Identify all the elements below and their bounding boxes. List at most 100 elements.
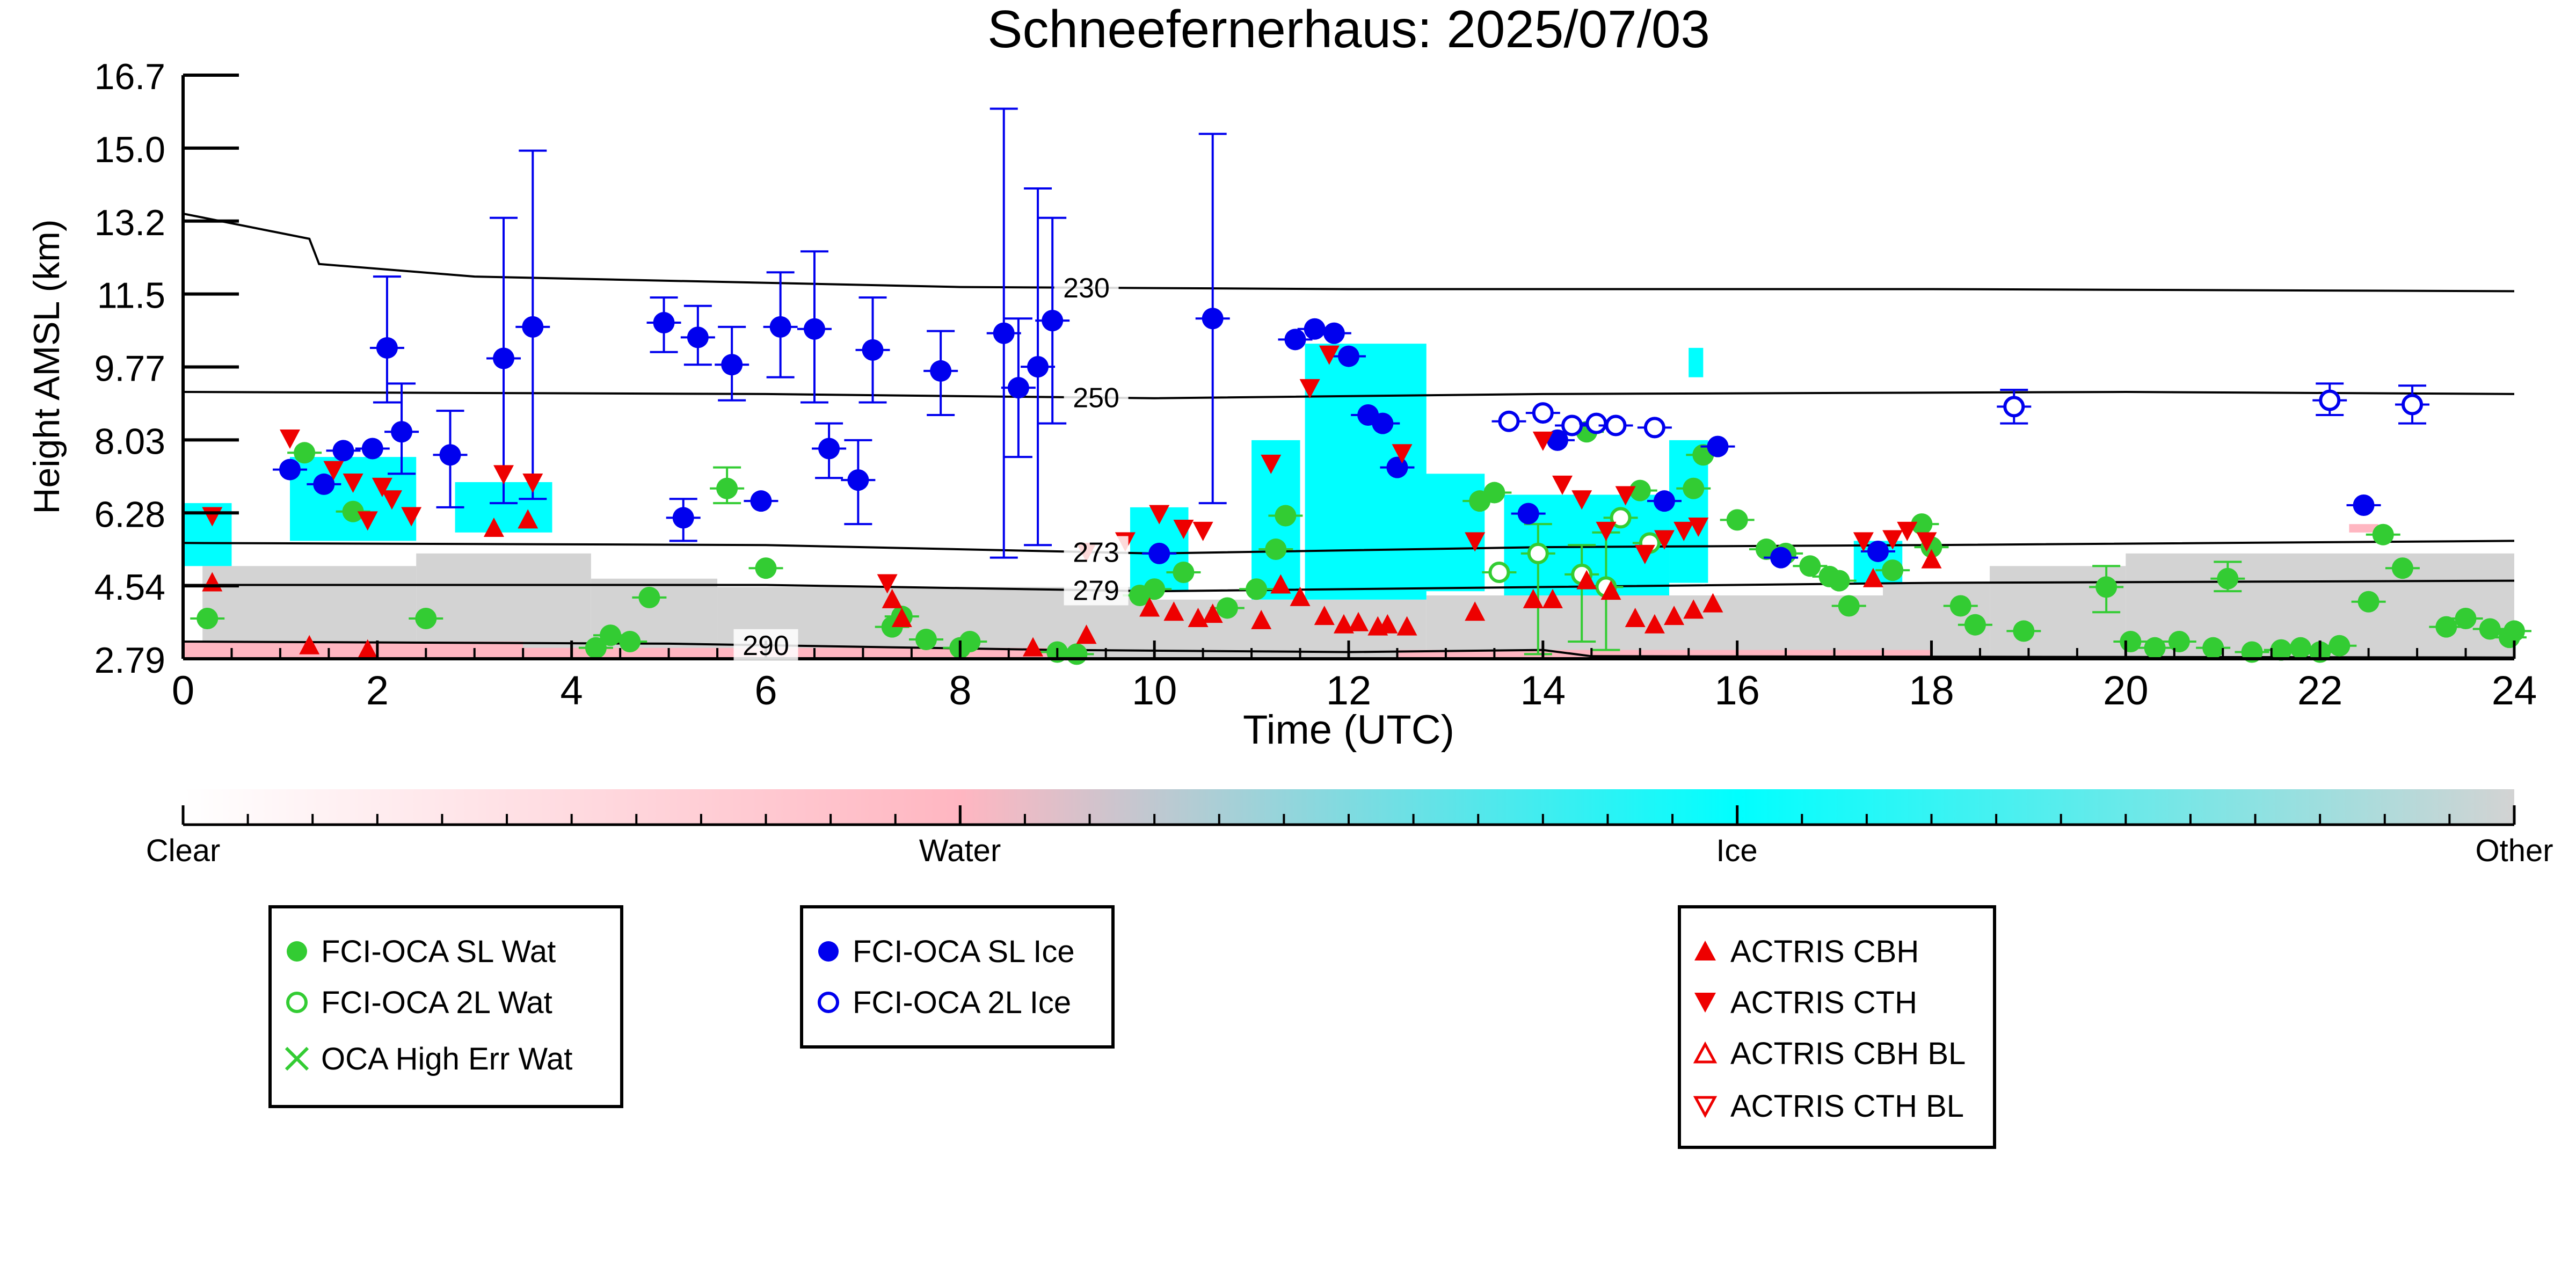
fci-oca-sl-wat-point — [638, 586, 660, 608]
legend-sl-ice-label: FCI-OCA SL Ice — [853, 934, 1075, 969]
fci-oca-sl-ice-point — [687, 326, 709, 348]
actris-cth-point — [1173, 519, 1194, 539]
actris-cbh-point — [1644, 614, 1665, 634]
legend-water-box — [268, 905, 623, 1108]
fci-oca-sl-wat-point — [1275, 505, 1297, 527]
actris-cth-point — [1596, 521, 1617, 541]
x-tick-label: 18 — [1909, 668, 1954, 714]
actris-cth-point — [493, 465, 514, 485]
legend-cbh-label: ACTRIS CBH — [1730, 934, 1919, 969]
x-tick-label: 20 — [2103, 668, 2149, 714]
fci-oca-sl-ice-point — [672, 507, 694, 529]
fci-oca-sl-ice-point — [1372, 412, 1394, 434]
fci-oca-sl-wat-point — [915, 629, 937, 651]
actris-cbh-point — [1202, 603, 1223, 623]
actris-cbh-point — [518, 509, 539, 529]
x-tick-label: 24 — [2492, 668, 2537, 714]
x-ticks: 0 2 4 6 8 10 12 14 16 18 20 22 24 — [172, 641, 2537, 714]
actris-cbh-point — [1862, 567, 1883, 587]
fci-oca-sl-ice-point — [439, 444, 461, 466]
isotherm-230 — [183, 212, 2514, 293]
legend-ice: FCI-OCA SL Ice FCI-OCA 2L Ice — [800, 905, 1115, 1049]
ice-region — [1689, 347, 1704, 377]
actris-cbh-point — [1377, 614, 1398, 634]
legend-high-err-marker — [285, 1046, 309, 1071]
actris-cth-point — [323, 461, 344, 481]
actris-cth-point — [1916, 532, 1937, 552]
fci-oca-sl-wat-point — [2120, 630, 2142, 652]
fci-oca-sl-wat-point — [2144, 637, 2166, 659]
legend-cth-bl-marker — [1693, 1096, 1718, 1118]
legend-2l-wat-label: FCI-OCA 2L Wat — [321, 985, 552, 1020]
fci-oca-sl-ice-point — [391, 421, 413, 443]
other-region — [416, 553, 591, 659]
x-tick-label: 0 — [172, 668, 194, 714]
fci-oca-sl-ice-point — [847, 469, 869, 491]
fci-oca-sl-ice-point — [750, 490, 772, 512]
fci-oca-sl-ice-point — [1323, 322, 1345, 344]
fci-oca-2l-ice-point — [2003, 396, 2025, 418]
fci-oca-sl-wat-point — [2270, 639, 2292, 661]
actris-cbh-point — [1921, 549, 1942, 569]
fci-oca-sl-wat-point — [1964, 614, 1986, 636]
actris-cbh-point — [1542, 588, 1563, 608]
actris-cth-point — [1552, 475, 1573, 495]
fci-oca-sl-wat-point — [2013, 620, 2035, 642]
fci-oca-2l-ice-point — [2319, 389, 2341, 411]
legend-cth-label: ACTRIS CTH — [1730, 985, 1917, 1020]
fci-oca-sl-wat-point — [755, 557, 777, 579]
legend-cth-bl-label: ACTRIS CTH BL — [1730, 1089, 1964, 1124]
legend-water: FCI-OCA SL Wat FCI-OCA 2L Wat OCA High E… — [268, 905, 623, 1108]
fci-oca-2l-ice-point — [1585, 412, 1607, 434]
legend-high-err-label: OCA High Err Wat — [321, 1042, 572, 1076]
fci-oca-2l-ice-point — [1532, 402, 1554, 424]
actris-cbh-point — [1664, 606, 1685, 625]
fci-oca-sl-ice-point — [1284, 329, 1306, 351]
legend-actris: ACTRIS CBH ACTRIS CTH ACTRIS CBH BL ACTR… — [1678, 905, 1996, 1149]
fci-oca-sl-wat-point — [2217, 567, 2239, 590]
fci-oca-sl-ice-point — [1304, 318, 1326, 340]
actris-cth-point — [1897, 521, 1918, 541]
actris-cbh-point — [1333, 614, 1354, 634]
fci-oca-sl-ice-point — [653, 312, 675, 334]
fci-oca-sl-ice-point — [2353, 494, 2375, 516]
colorbar-label-other: Other — [2475, 833, 2553, 868]
actris-cbh-point — [1523, 588, 1544, 608]
actris-cbh-point — [1163, 601, 1184, 621]
fci-oca-sl-wat-point — [1629, 479, 1651, 501]
actris-cth-point — [372, 477, 392, 497]
actris-cbh-point — [357, 639, 378, 659]
chart-title: Schneefernerhaus: 2025/07/03 — [987, 0, 1710, 59]
fci-oca-sl-ice-point — [1707, 435, 1729, 457]
actris-cth-point — [1571, 490, 1592, 510]
fci-oca-sl-ice-point — [1027, 356, 1049, 378]
fci-oca-2l-wat-point — [1488, 562, 1510, 584]
fci-oca-sl-ice-point — [1517, 503, 1539, 525]
actris-cbh-point — [891, 607, 912, 627]
fci-oca-sl-ice-point — [1546, 429, 1568, 451]
water-region — [183, 641, 523, 659]
fci-oca-sl-wat-point — [415, 607, 437, 629]
x-tick-label: 10 — [1132, 668, 1177, 714]
fci-oca-sl-wat-point — [294, 442, 316, 464]
actris-cth-point — [1688, 518, 1709, 537]
y-tick-label: 4.54 — [94, 567, 165, 608]
fci-oca-sl-wat-point — [716, 477, 738, 499]
x-tick-label: 16 — [1714, 668, 1760, 714]
isotherm-label-bg — [1064, 536, 1129, 567]
actris-cth-point — [1615, 486, 1636, 506]
actris-cbh-point — [1465, 601, 1486, 621]
x-tick-label: 12 — [1326, 668, 1372, 714]
actris-cbh-point — [1625, 607, 1646, 627]
fci-oca-sl-wat-point — [959, 630, 981, 652]
y-ticks: 2.79 4.54 6.28 8.03 9.77 11.5 13.2 15.0 16.7 — [94, 56, 239, 681]
actris-cbh-point — [1702, 593, 1723, 613]
actris-cbh-point — [1683, 599, 1704, 619]
isotherm-label-279: 279 — [1073, 575, 1119, 606]
fci-oca-sl-wat-point — [1216, 597, 1238, 619]
fci-oca-sl-wat-point — [2435, 616, 2457, 638]
fci-oca-sl-ice-point — [332, 440, 354, 462]
isotherm-label-290: 290 — [743, 630, 789, 661]
fci-oca-sl-ice-point — [493, 347, 515, 369]
actris-cth-point — [1654, 530, 1675, 550]
